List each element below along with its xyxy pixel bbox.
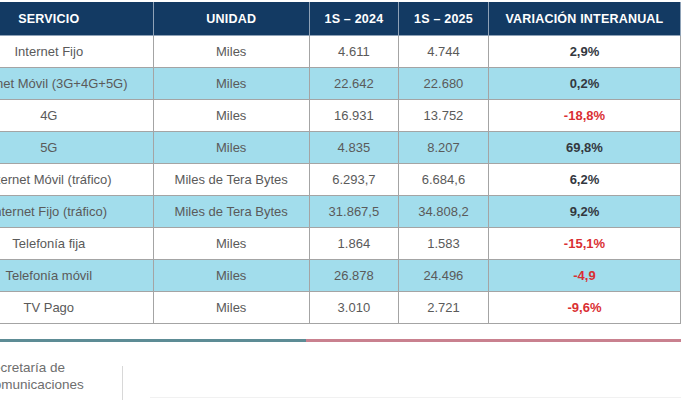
cell-unidad: Miles	[153, 228, 309, 260]
cell-y2024: 4.611	[309, 36, 398, 68]
cell-servicio: Internet Móvil (tráfico)	[0, 164, 153, 196]
cell-y2024: 31.867,5	[309, 196, 398, 228]
cell-y2024: 6.293,7	[309, 164, 398, 196]
cell-variacion: 9,2%	[488, 196, 680, 228]
cell-variacion: 2,9%	[488, 36, 680, 68]
cell-y2025: 6.684,6	[398, 164, 488, 196]
col-header-1s-2025: 1S – 2025	[398, 2, 488, 36]
cell-y2024: 3.010	[309, 292, 398, 324]
cell-unidad: Miles	[153, 260, 309, 292]
cell-y2025: 22.680	[398, 68, 488, 100]
cell-y2025: 8.207	[398, 132, 488, 164]
cell-servicio: TV Pago	[0, 292, 153, 324]
cell-y2024: 26.878	[309, 260, 398, 292]
cell-variacion: -9,6%	[488, 292, 680, 324]
table-row: Internet Fijo (tráfico)Miles de Tera Byt…	[0, 196, 681, 228]
cell-variacion: -18,8%	[488, 100, 680, 132]
cell-servicio: Internet Móvil (3G+4G+5G)	[0, 68, 153, 100]
table-row: 5GMiles4.8358.20769,8%	[0, 132, 681, 164]
accent-divider	[0, 339, 681, 342]
cell-variacion: -15,1%	[488, 228, 680, 260]
divider-teal-segment	[0, 339, 306, 342]
page: { "table": { "headers": ["SERVICIO", "UN…	[0, 0, 681, 400]
org-logo-line2: Comunicaciones	[0, 376, 84, 393]
col-header-1s-2024: 1S – 2024	[309, 2, 398, 36]
cell-unidad: Miles	[153, 292, 309, 324]
cell-variacion: -4,9	[488, 260, 680, 292]
logo-divider-line	[122, 366, 123, 400]
table-row: Telefonía fijaMiles1.8641.583-15,1%	[0, 228, 681, 260]
cell-servicio: Internet Fijo	[0, 36, 153, 68]
telecom-stats-table: SERVICIO UNIDAD 1S – 2024 1S – 2025 VARI…	[0, 2, 681, 324]
cell-unidad: Miles de Tera Bytes	[153, 164, 309, 196]
cell-y2025: 24.496	[398, 260, 488, 292]
col-header-variacion: VARIACIÓN INTERANUAL	[488, 2, 680, 36]
org-logo-line1: Secretaría de	[0, 359, 84, 376]
table-body: Internet FijoMiles4.6114.7442,9%Internet…	[0, 36, 681, 324]
cell-y2025: 4.744	[398, 36, 488, 68]
org-logo-text: Secretaría de Comunicaciones	[0, 359, 84, 393]
header-row: SERVICIO UNIDAD 1S – 2024 1S – 2025 VARI…	[0, 2, 681, 36]
cell-unidad: Miles	[153, 100, 309, 132]
cell-variacion: 69,8%	[488, 132, 680, 164]
cell-y2024: 1.864	[309, 228, 398, 260]
cell-servicio: Telefonía fija	[0, 228, 153, 260]
cell-servicio: Internet Fijo (tráfico)	[0, 196, 153, 228]
cell-unidad: Miles de Tera Bytes	[153, 196, 309, 228]
table-row: Telefonía móvilMiles26.87824.496-4,9	[0, 260, 681, 292]
cell-servicio: Telefonía móvil	[0, 260, 153, 292]
cell-y2025: 13.752	[398, 100, 488, 132]
cell-unidad: Miles	[153, 132, 309, 164]
table-row: Internet Móvil (tráfico)Miles de Tera By…	[0, 164, 681, 196]
cell-y2024: 4.835	[309, 132, 398, 164]
cell-y2025: 1.583	[398, 228, 488, 260]
col-header-servicio: SERVICIO	[0, 2, 153, 36]
cell-unidad: Miles	[153, 36, 309, 68]
table-row: 4GMiles16.93113.752-18,8%	[0, 100, 681, 132]
cell-variacion: 6,2%	[488, 164, 680, 196]
col-header-unidad: UNIDAD	[153, 2, 309, 36]
cell-y2024: 16.931	[309, 100, 398, 132]
cell-unidad: Miles	[153, 68, 309, 100]
table-row: Internet Móvil (3G+4G+5G)Miles22.64222.6…	[0, 68, 681, 100]
cell-y2025: 2.721	[398, 292, 488, 324]
cell-y2025: 34.808,2	[398, 196, 488, 228]
cell-servicio: 5G	[0, 132, 153, 164]
bottom-hairline	[150, 397, 681, 398]
stats-table: SERVICIO UNIDAD 1S – 2024 1S – 2025 VARI…	[0, 2, 681, 324]
cell-servicio: 4G	[0, 100, 153, 132]
cell-y2024: 22.642	[309, 68, 398, 100]
table-row: Internet FijoMiles4.6114.7442,9%	[0, 36, 681, 68]
table-row: TV PagoMiles3.0102.721-9,6%	[0, 292, 681, 324]
cell-variacion: 0,2%	[488, 68, 680, 100]
divider-rose-segment	[306, 339, 681, 342]
